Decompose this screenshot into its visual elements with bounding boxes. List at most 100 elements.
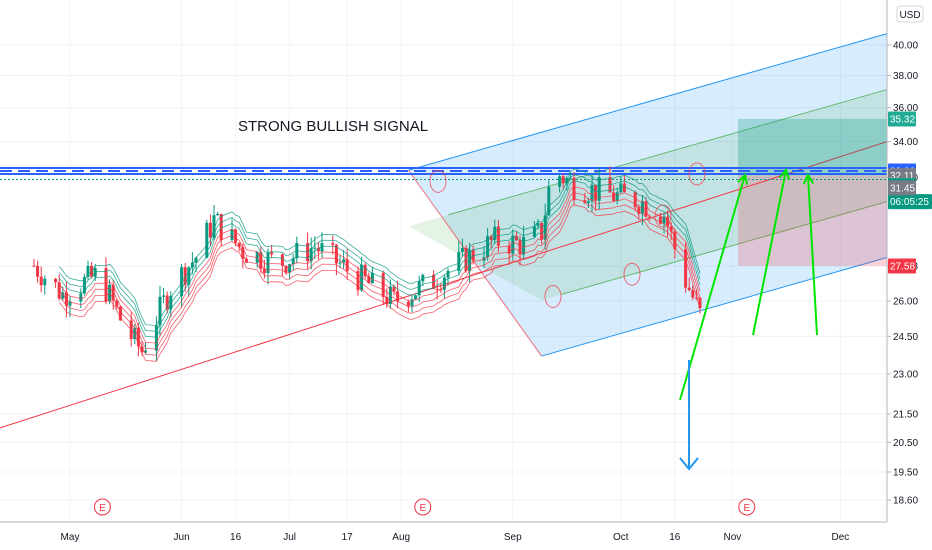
time-tick-label: Oct <box>613 532 629 543</box>
time-tick-label: 16 <box>230 532 242 543</box>
candle-body <box>457 251 461 271</box>
moving-average-line <box>58 180 701 338</box>
candle-body <box>259 252 263 269</box>
price-tag-label: 32.11 <box>890 171 915 182</box>
earnings-marker <box>93 498 111 516</box>
candle-body <box>486 236 490 258</box>
candle-body <box>507 245 511 254</box>
candle-body <box>493 226 497 240</box>
candle-body <box>468 249 472 272</box>
candle-body <box>669 226 673 232</box>
price-tick-label: 21.50 <box>893 409 918 420</box>
price-tag-box <box>888 180 916 196</box>
candle-body <box>435 288 439 290</box>
candle-body <box>694 297 698 299</box>
candle-body <box>194 257 198 263</box>
candle-body <box>385 296 389 305</box>
candle-body <box>36 265 40 277</box>
candle-body <box>691 289 695 298</box>
candle-body <box>266 252 270 274</box>
time-tick-label: 16 <box>669 532 681 543</box>
candle-body <box>43 278 47 286</box>
candle-body <box>111 284 115 301</box>
time-tick-label: Aug <box>392 532 410 543</box>
price-tick-label: 26.00 <box>893 297 918 308</box>
time-tick-label: 17 <box>342 532 354 543</box>
candle-body <box>547 186 551 216</box>
candle-body <box>136 327 140 347</box>
pitchfork-outer-fill <box>408 33 887 357</box>
arrow-head <box>778 167 790 180</box>
candle-body <box>280 254 284 266</box>
candle-body <box>108 284 112 302</box>
candle-body <box>237 243 241 248</box>
moving-average-line <box>58 204 701 362</box>
pitchfork-inner-fill <box>408 89 887 301</box>
time-tick-label: Dec <box>832 532 850 543</box>
candle-body <box>633 192 637 208</box>
candle-body <box>612 192 616 201</box>
candle-body <box>622 183 626 193</box>
currency-button[interactable] <box>896 5 924 23</box>
candle-body <box>615 192 619 201</box>
earnings-label: E <box>419 503 426 514</box>
candle-body <box>331 243 335 245</box>
candle-body <box>496 226 500 246</box>
candle-body <box>180 267 184 296</box>
moving-average-line <box>58 174 701 332</box>
candle-body <box>511 235 515 254</box>
candle-body <box>86 265 90 278</box>
candle-body <box>543 215 547 240</box>
time-tick-label: Jun <box>174 532 190 543</box>
price-tick-label: 38.00 <box>893 71 918 82</box>
candle-body <box>68 301 72 306</box>
pitchfork-q1-line <box>448 89 888 216</box>
currency-label: USD <box>899 10 920 21</box>
candle-body <box>370 272 374 284</box>
candle-body <box>442 277 446 290</box>
candle-body <box>406 301 410 307</box>
candle-body <box>392 286 396 292</box>
candle-body <box>597 177 601 201</box>
target-zone <box>738 118 887 176</box>
candle-body <box>316 247 320 252</box>
candle-body <box>54 278 58 283</box>
highlight-circle <box>688 162 706 186</box>
candle-body <box>219 213 223 241</box>
candle-body <box>561 176 565 184</box>
candle-body <box>684 249 688 288</box>
candle-body <box>363 264 367 277</box>
price-tag-label: 35.32 <box>890 114 915 125</box>
candle-body <box>313 247 317 249</box>
time-axis[interactable] <box>0 522 887 550</box>
pitchfork-handle <box>407 169 543 357</box>
candle-body <box>594 184 598 201</box>
candle-body <box>104 268 108 302</box>
candle-body <box>367 276 371 284</box>
price-tick-label: 20.50 <box>893 438 918 449</box>
candle-body <box>586 201 590 203</box>
candle-body <box>460 247 464 252</box>
candle-body <box>165 295 169 310</box>
pitchfork-lower-line <box>541 256 888 357</box>
arrow-head <box>802 172 815 185</box>
candle-body <box>284 265 288 273</box>
candle-body <box>637 207 641 214</box>
candle-body <box>133 327 137 339</box>
time-tick-label: May <box>61 532 80 543</box>
candle-body <box>514 235 518 241</box>
candle-body <box>342 259 346 263</box>
candle-body <box>673 231 677 250</box>
price-tick-label: 36.00 <box>893 103 918 114</box>
candle-body <box>270 252 274 255</box>
overlays <box>58 162 818 471</box>
price-tick-label: 34.00 <box>893 137 918 148</box>
price-tag-label: 31.45 <box>890 183 915 194</box>
price-tick-label: 18.60 <box>893 496 918 507</box>
candle-body <box>205 222 209 258</box>
candle-body <box>262 268 266 274</box>
candle-body <box>687 287 691 290</box>
time-tick-label: Sep <box>504 532 522 543</box>
